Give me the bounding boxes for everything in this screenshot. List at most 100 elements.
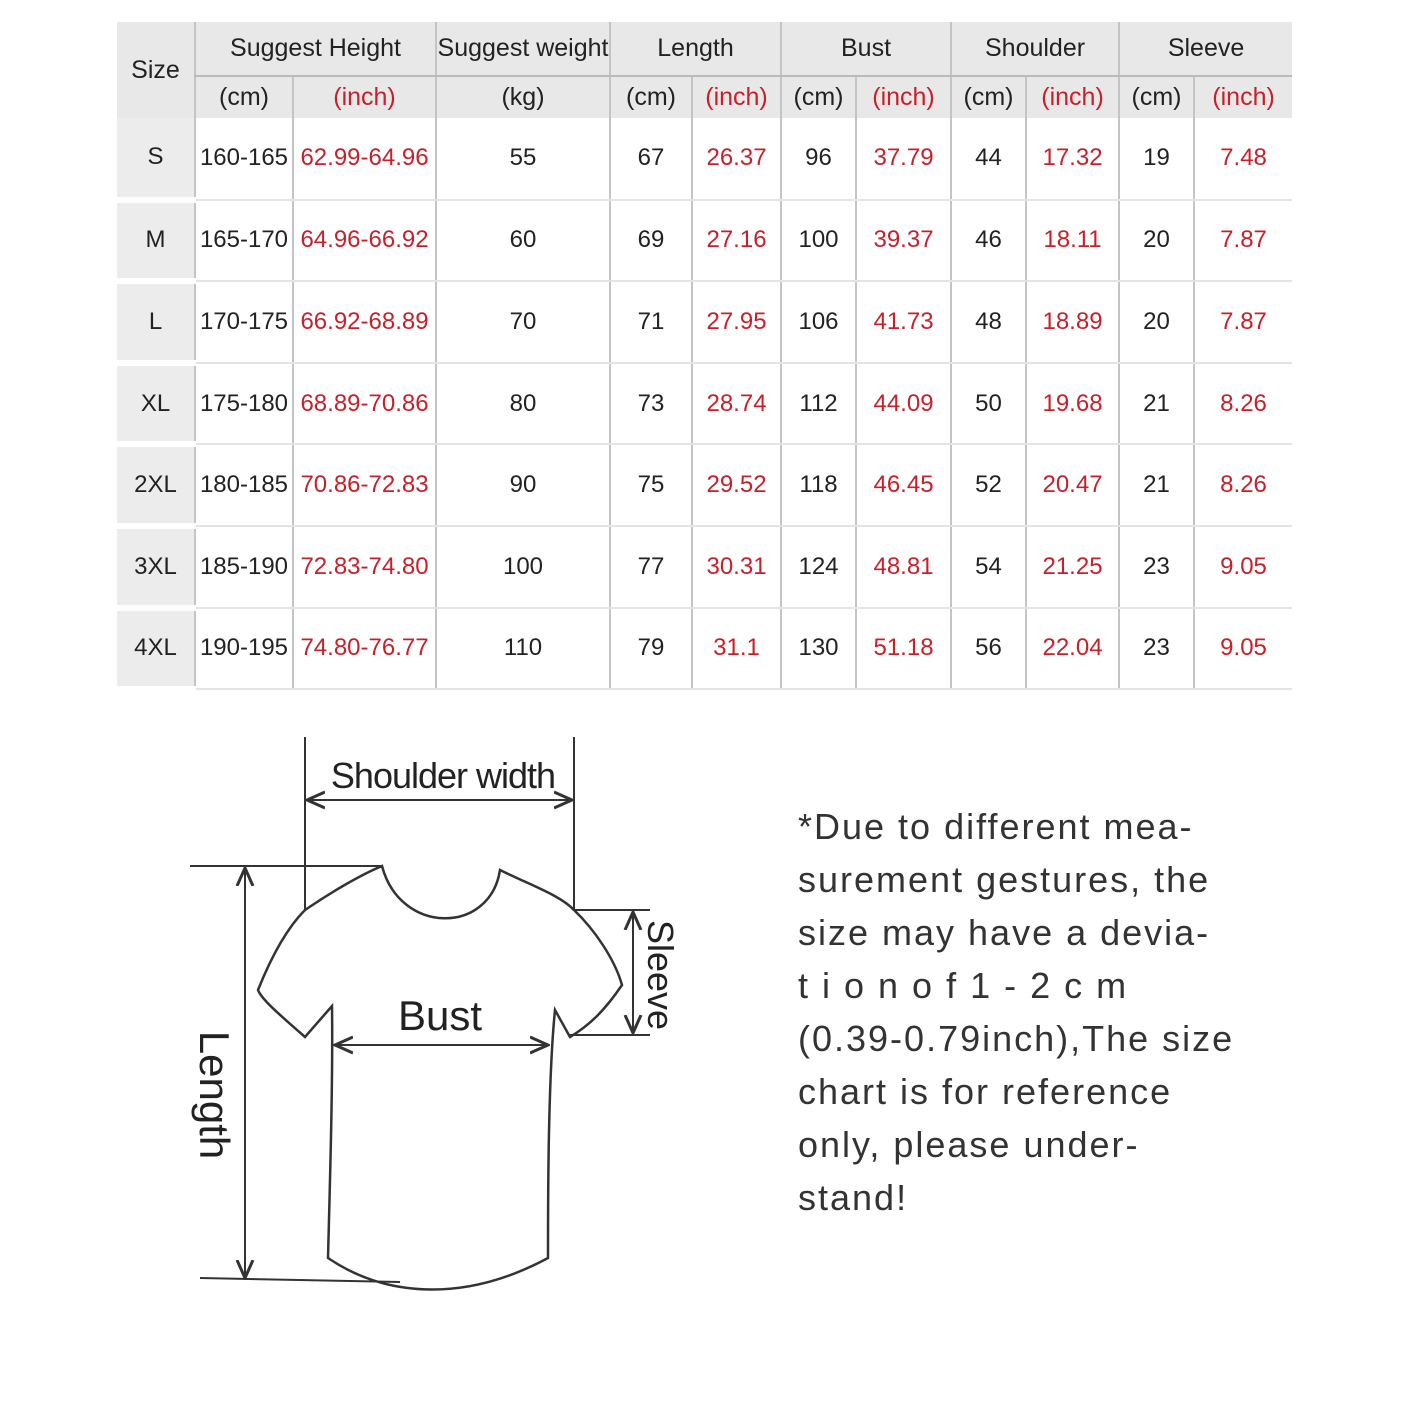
note-line: (0.39-0.79inch),The size [798, 1018, 1235, 1059]
cell-bust-in: 39.37 [855, 199, 952, 283]
header-shoulder: Shoulder [950, 22, 1120, 77]
unit-inch: (inch) [291, 76, 437, 118]
tshirt-outline-icon [256, 864, 624, 1291]
cell-len-in: 27.95 [691, 281, 782, 364]
cell-kg: 80 [435, 362, 611, 446]
cell-sh-cm: 50 [950, 362, 1027, 446]
note-line: chart is for reference [798, 1071, 1173, 1112]
table-row: L 170-175 66.92-68.89 70 71 27.95 106 41.73 48 18… [117, 281, 1293, 366]
cell-len-cm: 71 [609, 281, 693, 364]
cell-sl-in: 8.26 [1193, 362, 1293, 446]
cell-bust-cm: 100 [780, 199, 857, 283]
cell-h-cm: 165-170 [194, 199, 293, 283]
cell-len-cm: 69 [609, 199, 693, 283]
cell-sh-cm: 56 [950, 607, 1027, 691]
cell-sh-cm: 54 [950, 525, 1027, 609]
header-bust: Bust [780, 22, 952, 77]
cell-sl-in: 7.87 [1193, 281, 1293, 364]
cell-sh-cm: 52 [950, 444, 1027, 527]
cell-size: S [117, 118, 195, 203]
cell-bust-cm: 106 [780, 281, 857, 364]
cell-kg: 60 [435, 199, 611, 283]
cell-sl-in: 8.26 [1193, 444, 1293, 527]
cell-bust-cm: 130 [780, 607, 857, 691]
table-row: XL 175-180 68.89-70.86 80 73 28.74 112 44.09 50 1… [117, 362, 1293, 448]
header-height: Suggest Height [193, 22, 437, 77]
note-line: surement gestures, the [798, 859, 1211, 900]
cell-h-cm: 160-165 [194, 118, 293, 201]
unit-inch: (inch) [691, 76, 782, 118]
measurement-note: *Due to different mea-surement gestures,… [798, 800, 1235, 1224]
cell-h-cm: 180-185 [194, 444, 293, 527]
cell-kg: 90 [435, 444, 611, 527]
label-shoulder-width: Shoulder width [331, 755, 555, 796]
cell-sl-in: 9.05 [1193, 607, 1293, 691]
cell-h-in: 68.89-70.86 [291, 362, 437, 446]
cell-bust-cm: 118 [780, 444, 857, 527]
unit-cm: (cm) [950, 76, 1027, 118]
cell-h-in: 70.86-72.83 [291, 444, 437, 527]
cell-size: M [117, 199, 195, 285]
cell-len-in: 29.52 [691, 444, 782, 527]
cell-kg: 55 [435, 118, 611, 201]
header-weight: Suggest weight [435, 22, 611, 77]
cell-kg: 70 [435, 281, 611, 364]
cell-len-in: 31.1 [691, 607, 782, 691]
cell-sl-cm: 23 [1118, 525, 1195, 609]
note-line: only, please under- [798, 1124, 1140, 1165]
cell-size: L [117, 281, 195, 366]
cell-len-in: 28.74 [691, 362, 782, 446]
cell-sl-cm: 23 [1118, 607, 1195, 691]
cell-bust-in: 37.79 [855, 118, 952, 201]
cell-size: 3XL [117, 525, 195, 611]
cell-sh-in: 17.32 [1025, 118, 1120, 201]
unit-inch: (inch) [1025, 76, 1120, 118]
cell-bust-cm: 112 [780, 362, 857, 446]
unit-cm: (cm) [780, 76, 857, 118]
cell-bust-in: 48.81 [855, 525, 952, 609]
cell-sh-cm: 46 [950, 199, 1027, 283]
table-row: 4XL 190-195 74.80-76.77 110 79 31.1 130 51.18 56… [117, 607, 1293, 693]
cell-size: 2XL [117, 444, 195, 529]
cell-sl-cm: 19 [1118, 118, 1195, 201]
cell-sh-in: 18.11 [1025, 199, 1120, 283]
cell-kg: 110 [435, 607, 611, 691]
cell-len-in: 27.16 [691, 199, 782, 283]
cell-sh-in: 20.47 [1025, 444, 1120, 527]
table-row: S 160-165 62.99-64.96 55 67 26.37 96 37.79 44 17.… [117, 118, 1293, 203]
label-length: Length [191, 1031, 238, 1159]
length-guide-bottom [199, 1277, 401, 1283]
cell-sh-in: 19.68 [1025, 362, 1120, 446]
table-row: 3XL 185-190 72.83-74.80 100 77 30.31 124 48.81 5… [117, 525, 1293, 611]
unit-cm: (cm) [609, 76, 693, 118]
unit-inch: (inch) [855, 76, 952, 118]
cell-sh-cm: 48 [950, 281, 1027, 364]
cell-len-cm: 79 [609, 607, 693, 691]
label-bust: Bust [398, 992, 482, 1039]
cell-sl-cm: 21 [1118, 444, 1195, 527]
cell-h-in: 72.83-74.80 [291, 525, 437, 609]
note-line: stand! [798, 1177, 909, 1218]
unit-cm: (cm) [194, 76, 293, 118]
header-sleeve: Sleeve [1118, 22, 1293, 77]
tshirt-measurement-diagram: Shoulder width Bust Sleeve Length [190, 737, 681, 1291]
cell-len-in: 30.31 [691, 525, 782, 609]
note-line: *Due to different mea- [798, 806, 1194, 847]
cell-sh-cm: 44 [950, 118, 1027, 201]
note-line: t i o n o f 1 - 2 c m [798, 965, 1129, 1006]
cell-kg: 100 [435, 525, 611, 609]
cell-len-cm: 67 [609, 118, 693, 201]
cell-sl-in: 7.48 [1193, 118, 1293, 201]
table-row: 2XL 180-185 70.86-72.83 90 75 29.52 118 46.45 52… [117, 444, 1293, 529]
note-line: size may have a devia- [798, 912, 1211, 953]
cell-bust-in: 41.73 [855, 281, 952, 364]
cell-size: 4XL [117, 607, 195, 693]
cell-h-cm: 185-190 [194, 525, 293, 609]
cell-len-in: 26.37 [691, 118, 782, 201]
cell-h-in: 62.99-64.96 [291, 118, 437, 201]
cell-h-in: 66.92-68.89 [291, 281, 437, 364]
size-chart-table: Size Suggest Height Suggest weight Lengt… [117, 22, 1293, 693]
cell-h-cm: 190-195 [194, 607, 293, 691]
cell-bust-cm: 96 [780, 118, 857, 201]
cell-size: XL [117, 362, 195, 448]
